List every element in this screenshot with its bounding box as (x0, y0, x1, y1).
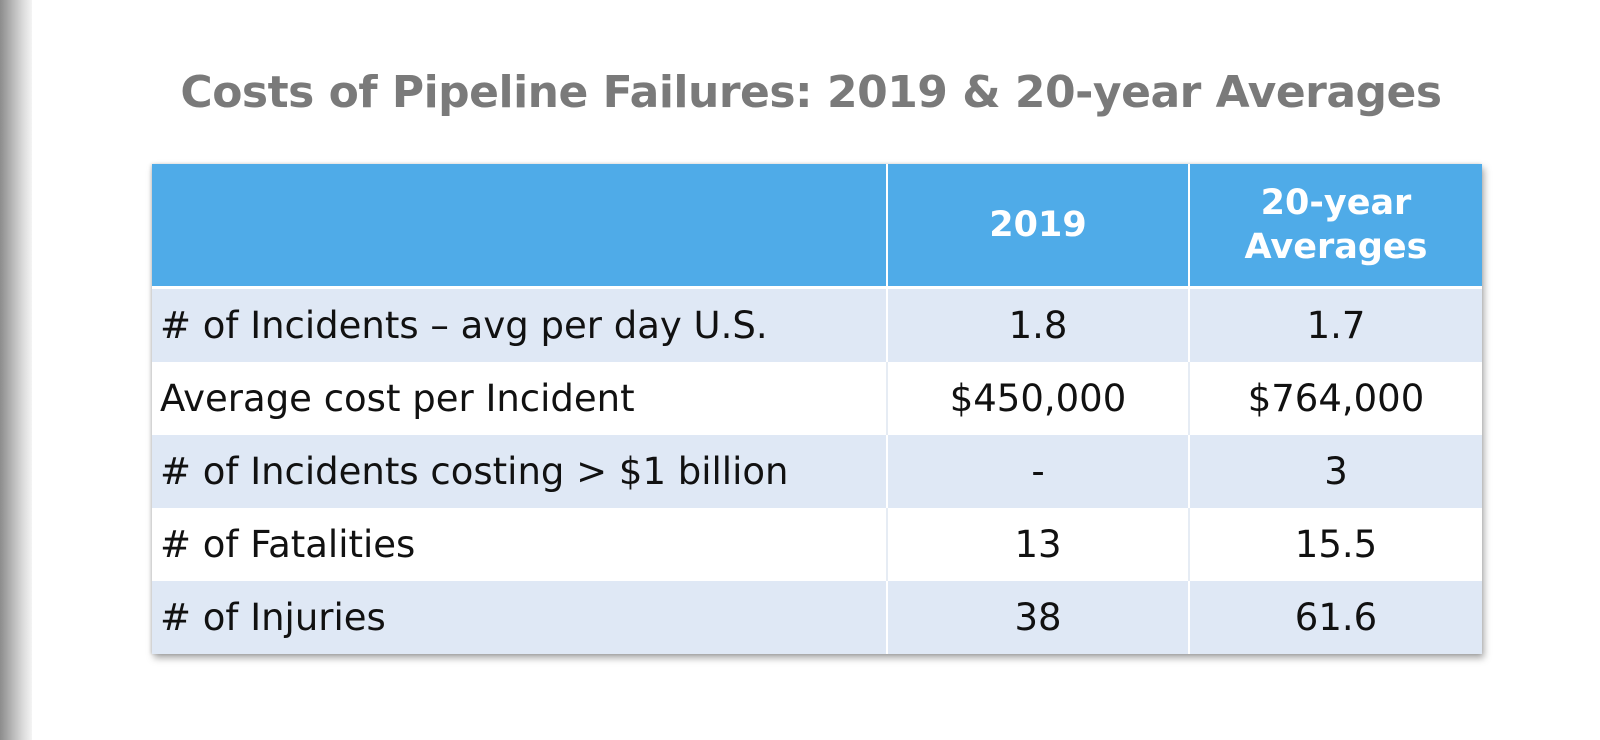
cell-20-year-average: 3 (1189, 435, 1482, 508)
table-header: 2019 20-year Averages (152, 164, 1482, 289)
cell-2019: - (887, 435, 1190, 508)
cell-20-year-average: 1.7 (1189, 287, 1482, 362)
table-row: # of Incidents costing > $1 billion - 3 (152, 435, 1482, 508)
costs-table-container: 2019 20-year Averages # of Incidents – av… (152, 164, 1482, 654)
cell-20-year-average: $764,000 (1189, 362, 1482, 435)
row-label: # of Fatalities (152, 508, 888, 581)
cell-2019: 13 (887, 508, 1190, 581)
row-label: # of Incidents – avg per day U.S. (152, 287, 888, 362)
cell-2019: 38 (887, 581, 1190, 654)
cell-2019: 1.8 (887, 287, 1190, 362)
table-row: Average cost per Incident $450,000 $764,… (152, 362, 1482, 435)
header-cell-2019: 2019 (887, 164, 1190, 289)
table-row: # of Injuries 38 61.6 (152, 581, 1482, 654)
slide-left-edge-shadow (0, 0, 32, 740)
cell-20-year-average: 15.5 (1189, 508, 1482, 581)
table-body: # of Incidents – avg per day U.S. 1.8 1.… (152, 287, 1482, 654)
table-row: # of Incidents – avg per day U.S. 1.8 1.… (152, 287, 1482, 362)
row-label: # of Incidents costing > $1 billion (152, 435, 888, 508)
header-cell-20-year-averages: 20-year Averages (1189, 164, 1482, 289)
header-row: 2019 20-year Averages (152, 164, 1482, 289)
row-label: # of Injuries (152, 581, 888, 654)
cell-20-year-average: 61.6 (1189, 581, 1482, 654)
header-avg-line1: 20-year (1260, 183, 1412, 223)
row-label: Average cost per Incident (152, 362, 888, 435)
slide-title: Costs of Pipeline Failures: 2019 & 20-ye… (180, 67, 1442, 118)
header-avg-line2: Averages (1244, 227, 1428, 267)
header-cell-label (152, 164, 888, 289)
costs-table: 2019 20-year Averages # of Incidents – av… (152, 164, 1482, 654)
table-row: # of Fatalities 13 15.5 (152, 508, 1482, 581)
cell-2019: $450,000 (887, 362, 1190, 435)
